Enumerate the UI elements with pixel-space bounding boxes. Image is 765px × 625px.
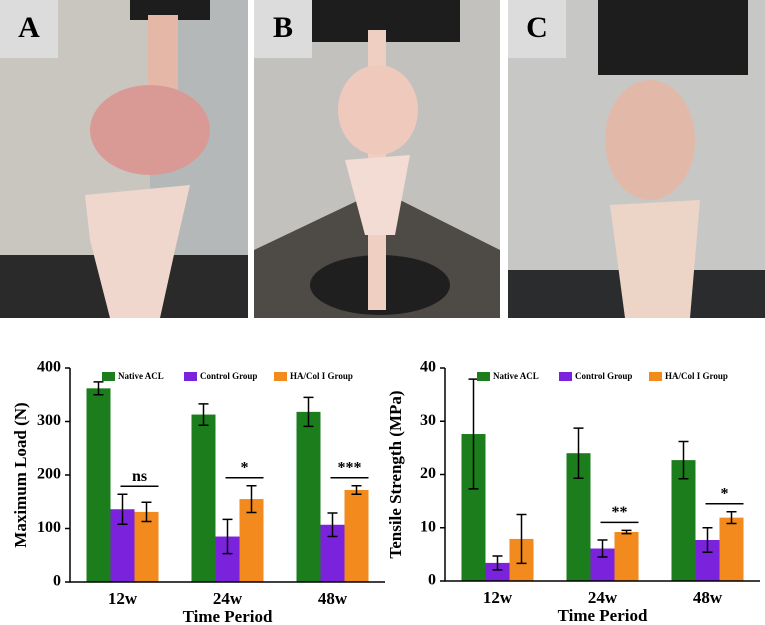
y-tick-label: 200 xyxy=(37,466,61,483)
legend-label: HA/Col I Group xyxy=(665,371,728,381)
axis xyxy=(444,368,760,582)
y-tick-label: 10 xyxy=(420,518,436,535)
x-tick-label: 48w xyxy=(318,589,348,608)
legend-label: Control Group xyxy=(575,371,632,381)
panel-label: C xyxy=(526,11,548,44)
panel-label: A xyxy=(18,11,40,44)
error-bar xyxy=(117,493,128,525)
legend-swatch xyxy=(102,372,115,381)
x-axis-label: Time Period xyxy=(558,606,648,625)
error-bar xyxy=(246,484,257,514)
legend-swatch xyxy=(649,372,662,381)
legend-swatch xyxy=(184,372,197,381)
error-bar xyxy=(678,440,689,480)
y-tick-label: 40 xyxy=(420,359,436,376)
error-bar xyxy=(597,539,608,558)
error-bar xyxy=(468,378,479,490)
y-tick-label: 30 xyxy=(420,412,436,429)
error-bar xyxy=(303,396,314,428)
y-tick-label: 20 xyxy=(420,465,436,482)
error-bar xyxy=(198,403,209,426)
bar xyxy=(614,532,639,581)
legend-swatch xyxy=(477,372,490,381)
x-tick-label: 12w xyxy=(483,588,513,607)
legend-swatch xyxy=(274,372,287,381)
legend-swatch xyxy=(559,372,572,381)
legend-label: Native ACL xyxy=(118,371,164,381)
legend-label: Native ACL xyxy=(493,371,539,381)
significance-label: ** xyxy=(612,504,628,521)
legend-label: HA/Col I Group xyxy=(290,371,353,381)
bar xyxy=(719,517,744,581)
bar xyxy=(296,411,321,582)
photo-a: A xyxy=(0,0,248,318)
bar xyxy=(191,414,216,582)
error-bar xyxy=(141,501,152,523)
error-bar xyxy=(621,529,632,535)
error-bar xyxy=(702,527,713,553)
y-axis-label: Tensile Strength (MPa) xyxy=(386,390,405,558)
bar xyxy=(134,511,159,582)
error-bar xyxy=(93,381,104,396)
x-axis-label: Time Period xyxy=(183,607,273,625)
x-tick-label: 48w xyxy=(693,588,723,607)
x-tick-label: 24w xyxy=(213,589,243,608)
significance-label: * xyxy=(721,485,729,502)
bar xyxy=(344,489,369,582)
error-bar xyxy=(327,512,338,538)
legend-label: Control Group xyxy=(200,371,257,381)
error-bar xyxy=(516,513,527,565)
error-bar xyxy=(222,518,233,555)
photo-b: B xyxy=(254,0,500,318)
x-tick-label: 12w xyxy=(108,589,138,608)
significance-label: ns xyxy=(132,468,147,485)
bar xyxy=(485,562,510,581)
axis xyxy=(69,368,385,583)
y-axis-label: Maximum Load (N) xyxy=(11,402,30,547)
y-tick-label: 300 xyxy=(37,412,61,429)
error-bar xyxy=(492,555,503,571)
y-tick-label: 0 xyxy=(53,573,61,590)
y-tick-label: 400 xyxy=(37,359,61,376)
error-bar xyxy=(351,484,362,496)
significance-label: *** xyxy=(338,459,362,476)
photo-c: C xyxy=(508,0,765,318)
y-tick-label: 100 xyxy=(37,519,61,536)
bar xyxy=(671,460,696,581)
error-bar xyxy=(573,427,584,479)
error-bar xyxy=(726,511,737,525)
panel-label: B xyxy=(273,11,293,44)
x-tick-label: 24w xyxy=(588,588,618,607)
bar xyxy=(86,388,111,582)
y-tick-label: 0 xyxy=(428,572,436,589)
significance-label: * xyxy=(241,459,249,476)
